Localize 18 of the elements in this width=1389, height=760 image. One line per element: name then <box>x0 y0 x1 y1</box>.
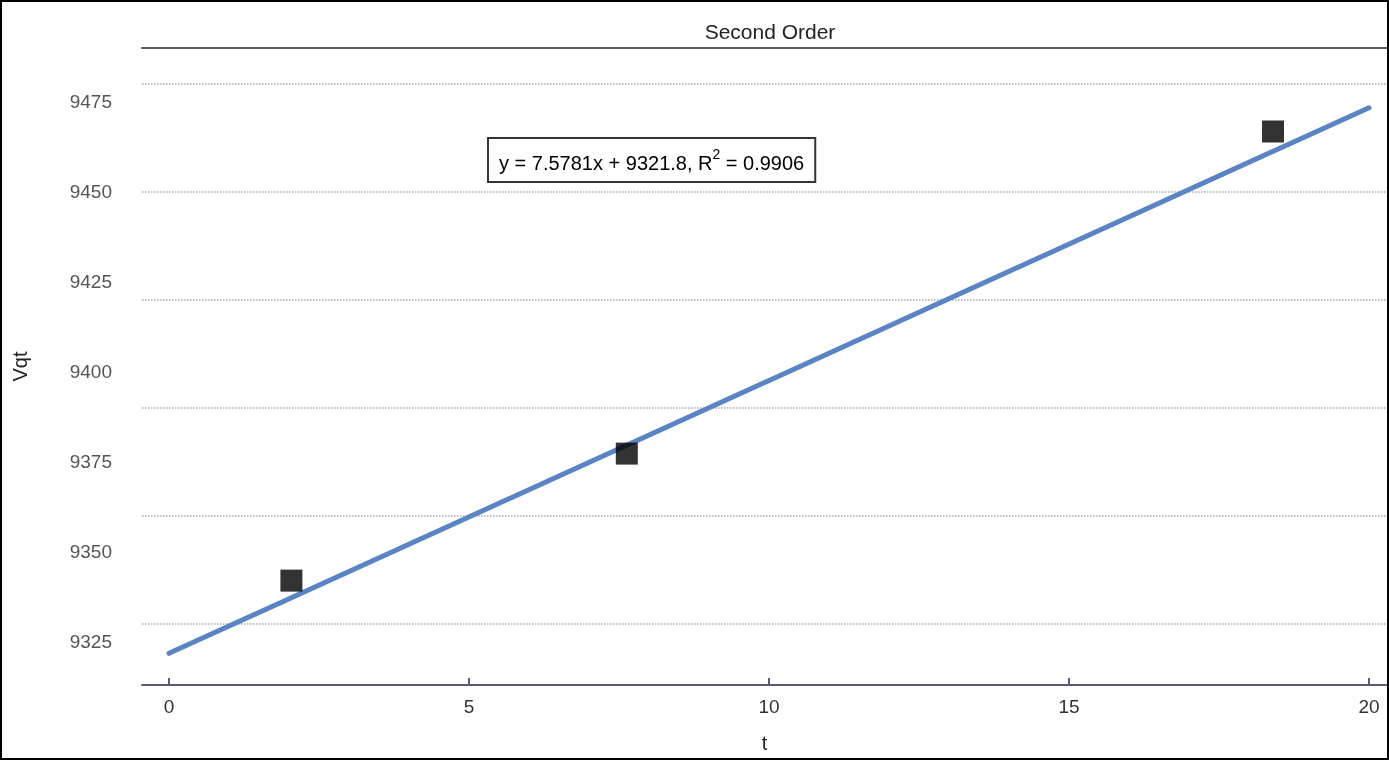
x-tick-label: 15 <box>1058 696 1080 717</box>
y-tick-label: 9400 <box>69 361 112 383</box>
y-tick-label: 9375 <box>69 451 112 473</box>
x-axis-title: t <box>761 732 768 754</box>
y-tick-label: 9475 <box>69 91 112 113</box>
y-tick-label: 9325 <box>69 631 112 653</box>
x-tick-label: 0 <box>163 696 175 717</box>
x-tick-label: 20 <box>1358 696 1380 717</box>
x-tick-label: 5 <box>463 696 475 717</box>
y-axis-title: Vqt <box>9 351 31 382</box>
point <box>1262 120 1284 143</box>
point <box>615 442 638 465</box>
y-tick-label: 9450 <box>69 181 112 203</box>
y-tick-label: 9350 <box>69 541 112 563</box>
chart-title: Second Order <box>704 20 836 43</box>
point <box>280 569 303 592</box>
x-tick-label: 10 <box>758 696 780 717</box>
y-tick-label: 9425 <box>69 271 112 293</box>
